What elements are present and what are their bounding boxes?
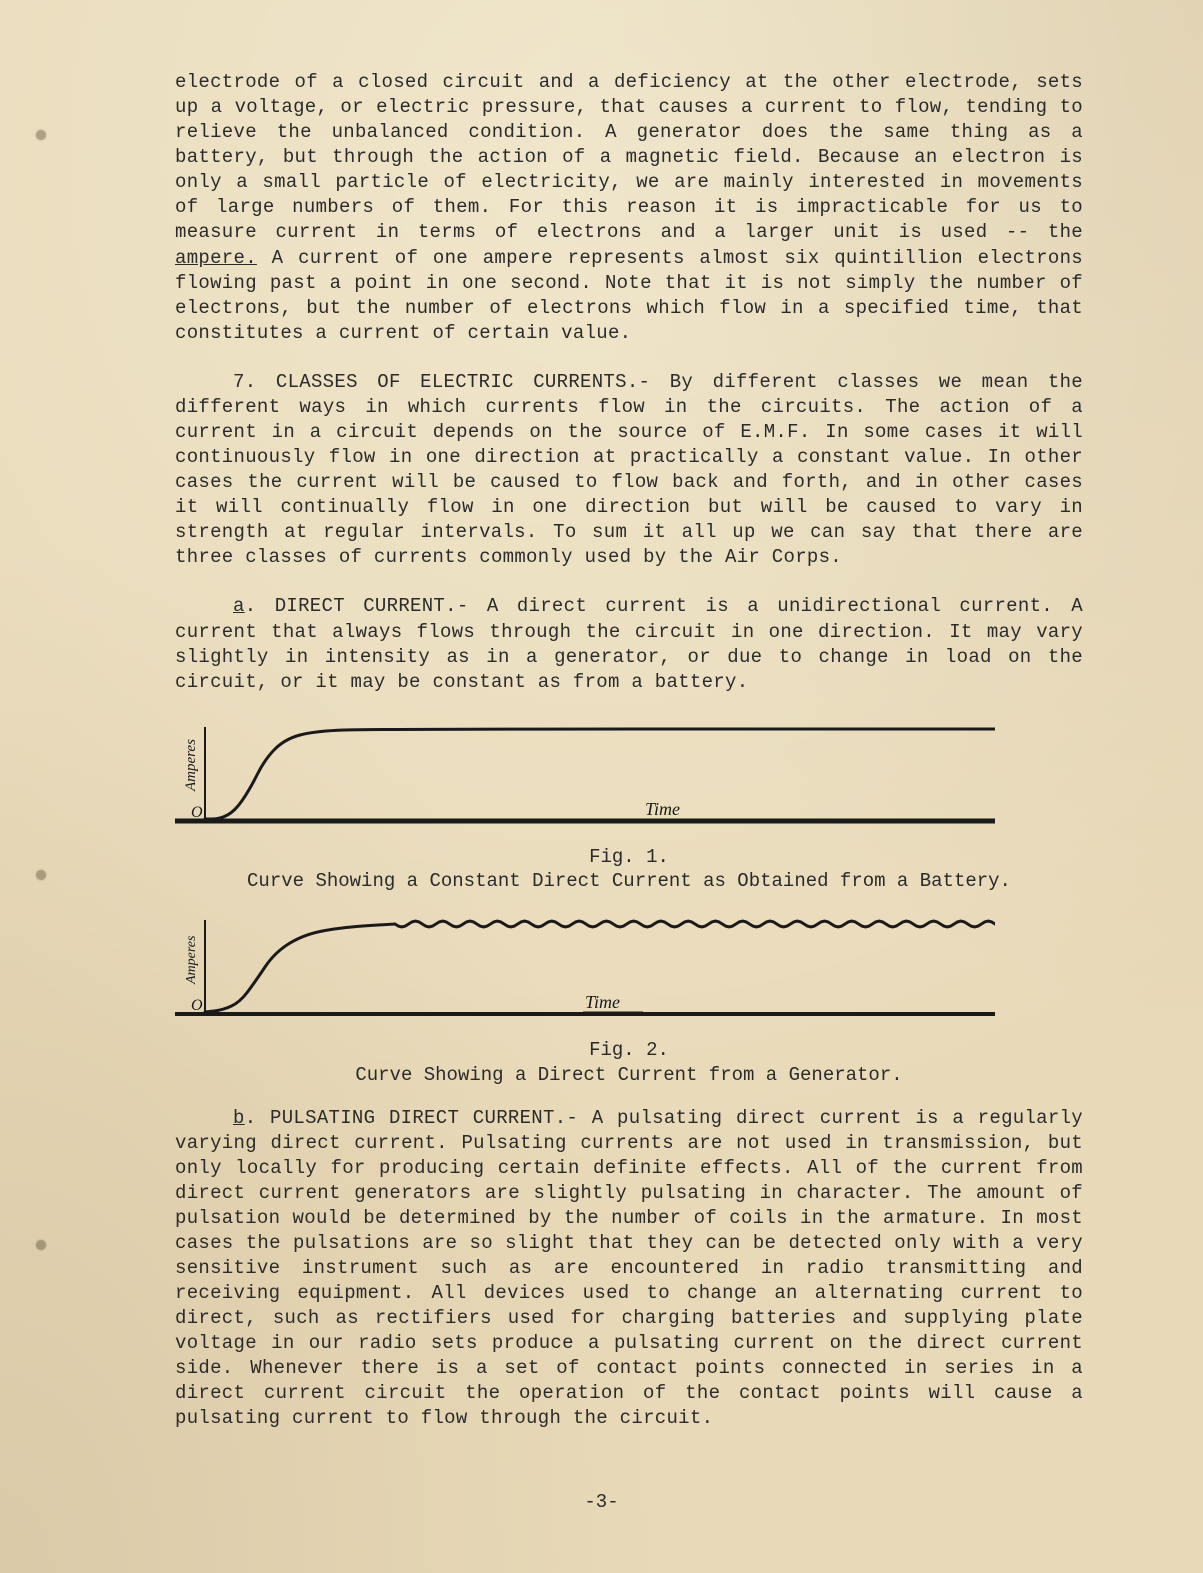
p4-text: . PULSATING DIRECT CURRENT.- A pulsating…: [175, 1107, 1095, 1430]
paragraph-2: 7. CLASSES OF ELECTRIC CURRENTS.- By dif…: [175, 370, 1083, 571]
figure-1-svg: O Amperes Time: [175, 719, 995, 839]
figure-2-caption: Fig. 2. Curve Showing a Direct Current fr…: [175, 1038, 1083, 1087]
svg-text:O: O: [191, 804, 203, 821]
p4-lead: b: [233, 1107, 245, 1129]
svg-text:Time: Time: [645, 799, 680, 819]
p2-text: 7. CLASSES OF ELECTRIC CURRENTS.- By dif…: [175, 371, 1095, 569]
fig1-caption-line1: Fig. 1.: [589, 846, 669, 868]
fig1-caption-line2: Curve Showing a Constant Direct Current …: [247, 870, 1011, 892]
paragraph-4: b. PULSATING DIRECT CURRENT.- A pulsatin…: [175, 1106, 1083, 1432]
punch-hole: [36, 870, 46, 880]
page: electrode of a closed circuit and a defi…: [0, 0, 1203, 1573]
page-number: -3-: [0, 1491, 1203, 1513]
figure-2: O Amperes Time: [175, 912, 1083, 1032]
p3-lead: a: [233, 595, 245, 617]
svg-text:Amperes: Amperes: [183, 739, 199, 792]
svg-text:Amperes: Amperes: [184, 935, 199, 985]
figure-1: O Amperes Time: [175, 719, 1083, 839]
punch-hole: [36, 130, 46, 140]
svg-text:O: O: [191, 997, 203, 1014]
p3-text: . DIRECT CURRENT.- A direct current is a…: [175, 595, 1095, 692]
fig2-caption-line1: Fig. 2.: [589, 1039, 669, 1061]
p1-tail: A current of one ampere represents almos…: [175, 247, 1095, 344]
paragraph-3: a. DIRECT CURRENT.- A direct current is …: [175, 594, 1083, 694]
figure-1-caption: Fig. 1.Curve Showing a Constant Direct C…: [175, 845, 1083, 894]
svg-text:Time: Time: [585, 992, 620, 1012]
p1-text: electrode of a closed circuit and a defi…: [175, 71, 1095, 243]
fig2-caption-line2: Curve Showing a Direct Current from a Ge…: [355, 1064, 902, 1086]
figure-2-svg: O Amperes Time: [175, 912, 995, 1032]
punch-hole: [36, 1240, 46, 1250]
p1-underlined: ampere.: [175, 247, 257, 269]
paragraph-1: electrode of a closed circuit and a defi…: [175, 70, 1083, 346]
